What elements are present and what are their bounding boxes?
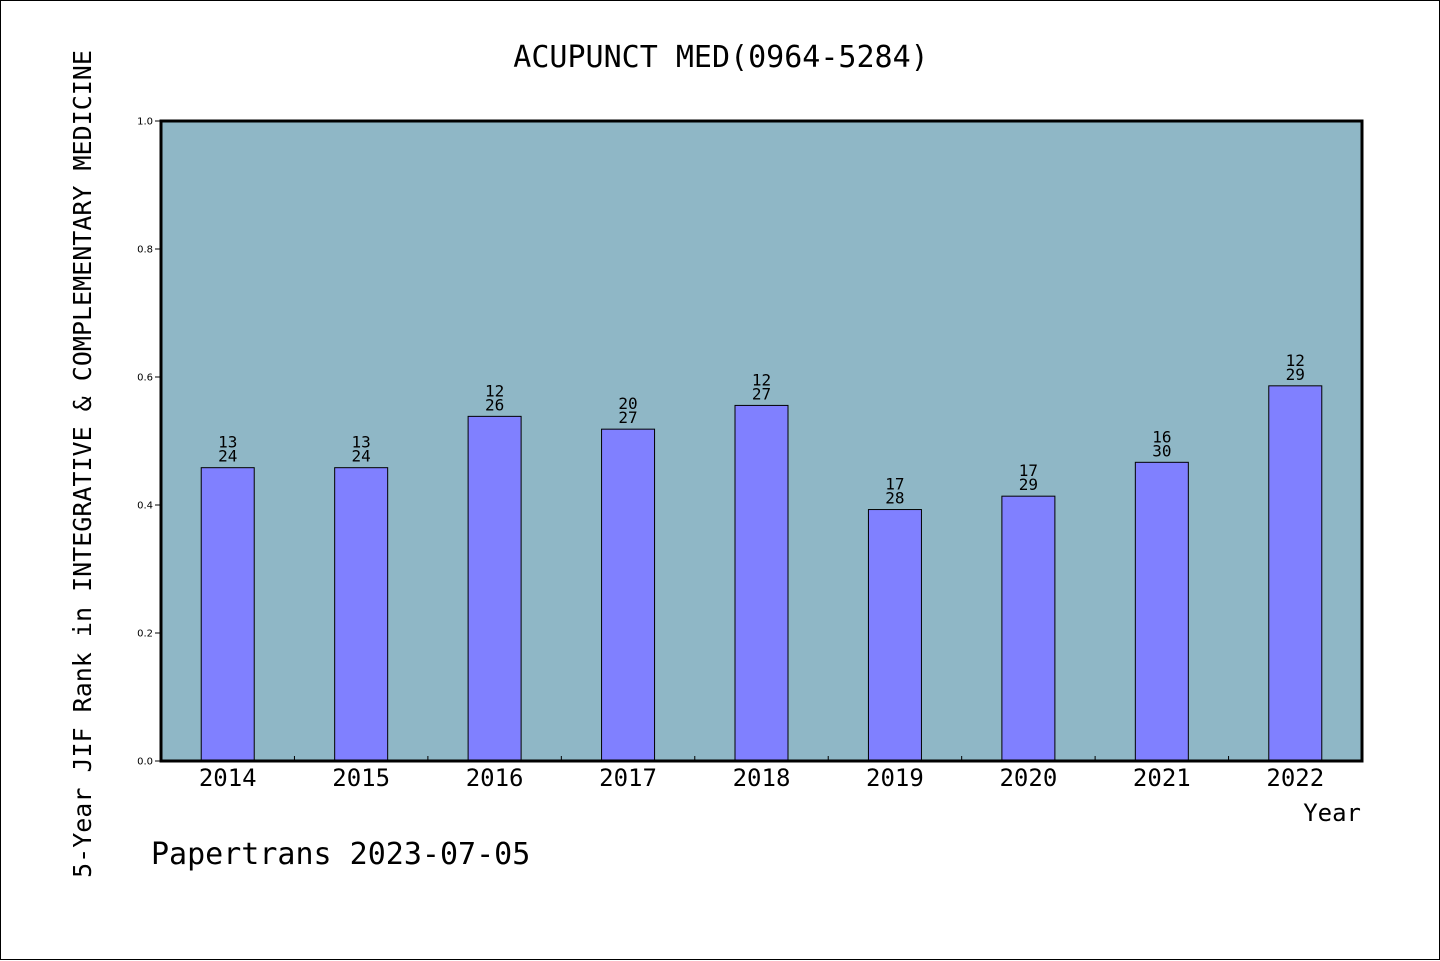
bar-total-label: 26 [485,395,504,414]
bar-total-label: 27 [618,408,637,427]
bar-2016 [467,415,522,762]
bar-total-label: 24 [352,447,371,466]
x-tick-label: 2015 [332,764,390,792]
bars-group [200,385,1323,762]
bar-2015 [334,467,389,762]
bar-2017 [601,428,656,762]
x-tick-label: 2021 [1133,764,1191,792]
bar-2019 [867,509,922,762]
bar-2022 [1268,385,1323,762]
y-tick-label: 0.0 [137,757,153,768]
plot-border [159,119,1364,763]
bar-total-label: 30 [1152,441,1171,460]
y-tick-label: 0.6 [137,373,153,384]
x-tick-label: 2022 [1266,764,1324,792]
bar-total-label: 29 [1019,475,1038,494]
x-tick-label: 2017 [599,764,657,792]
bar-rank-label: 12 [1286,351,1305,370]
y-axis-ticks: 0.0 0.2 0.4 0.6 0.8 1.0 [137,117,161,768]
x-tick-label: 2016 [466,764,524,792]
y-tick-label: 0.4 [137,501,153,512]
bar-2021 [1134,461,1189,762]
bar-rank-label: 12 [752,370,771,389]
x-tick-label: 2020 [999,764,1057,792]
y-axis-label: 5-Year JIF Rank in INTEGRATIVE & COMPLEM… [68,50,97,878]
bar-2014 [200,467,255,762]
bar-total-label: 29 [1286,365,1305,384]
bar-total-label: 24 [218,447,237,466]
bar-rank-label: 17 [885,475,904,494]
bar-rank-label: 12 [485,381,504,400]
x-tick-label: 2019 [866,764,924,792]
x-axis-label: Year [1303,799,1361,827]
x-axis-ticks: 2014 2015 2016 2017 2018 2019 2020 2021 2022 [199,756,1324,792]
bar-rank-label: 16 [1152,427,1171,446]
bar-rank-label: 17 [1019,461,1038,480]
bar-2020 [1001,495,1056,762]
y-tick-label: 1.0 [137,117,153,128]
y-tick-label: 0.8 [137,245,153,256]
x-tick-label: 2018 [733,764,791,792]
bar-rank-label: 13 [218,433,237,452]
y-tick-label: 0.2 [137,629,153,640]
bar-rank-label: 13 [352,433,371,452]
bar-2018 [734,404,789,762]
bar-total-label: 27 [752,384,771,403]
x-tick-label: 2014 [199,764,257,792]
chart-title: ACUPUNCT MED(0964-5284) [513,40,928,75]
bar-total-label: 28 [885,489,904,508]
footer-credit: Papertrans 2023-07-05 [151,837,530,872]
bar-rank-label: 20 [618,394,637,413]
